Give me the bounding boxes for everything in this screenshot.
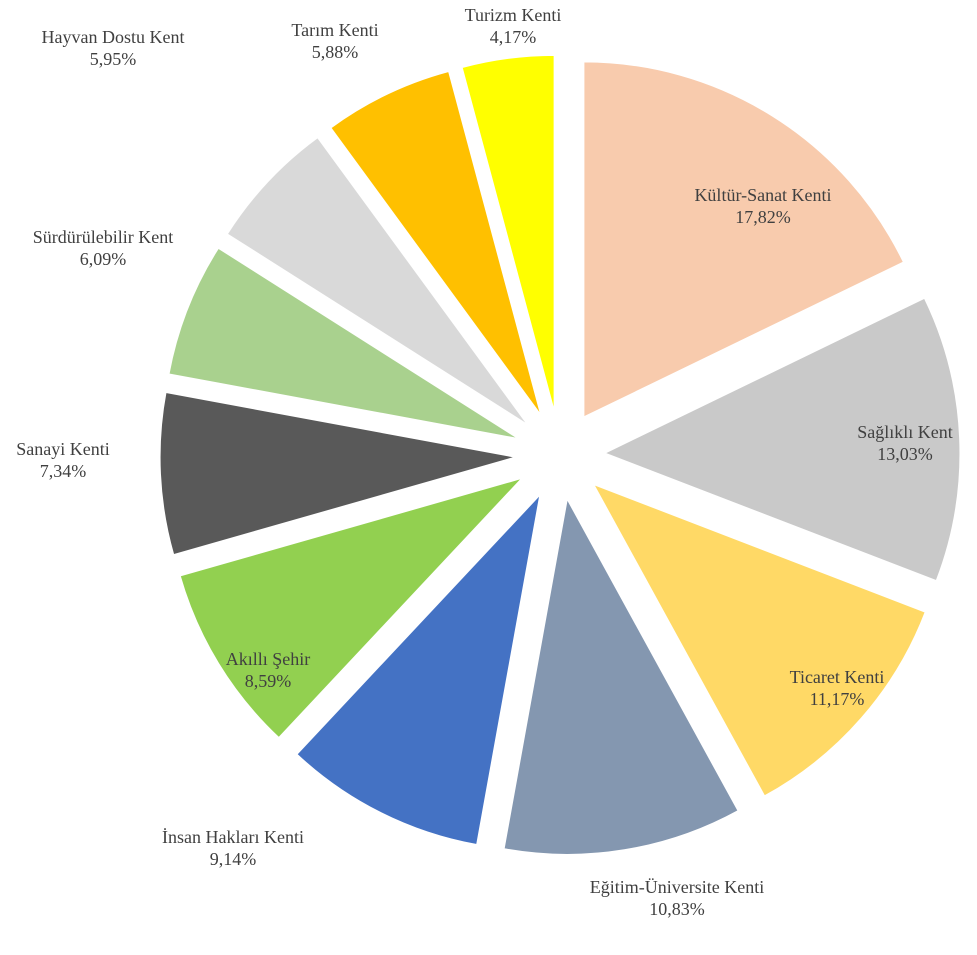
slice-label-value: 5,88%: [312, 42, 359, 62]
pie-slice: [592, 483, 926, 797]
pie-slice: [179, 477, 524, 739]
pie-slice: [330, 70, 542, 415]
slice-label-value: 7,34%: [40, 461, 87, 481]
slice-label-value: 11,17%: [810, 689, 865, 709]
slice-label-value: 8,59%: [245, 671, 292, 691]
slice-label-name: Ticaret Kenti: [790, 667, 885, 687]
slice-label-value: 4,17%: [490, 27, 537, 47]
slice-label-value: 9,14%: [210, 849, 257, 869]
slice-label-name: Sağlıklı Kent: [857, 422, 953, 442]
slice-label-value: 13,03%: [877, 444, 933, 464]
slice-label-value: 6,09%: [80, 249, 127, 269]
slice-label-value: 17,82%: [735, 207, 791, 227]
slice-label-name: Kültür-Sanat Kenti: [694, 185, 831, 205]
slice-label-name: Sanayi Kenti: [16, 439, 109, 459]
slice-label-name: Turizm Kenti: [465, 5, 562, 25]
slice-label-value: 5,95%: [90, 49, 137, 69]
slice-label-value: 10,83%: [649, 899, 705, 919]
pie-slice: [503, 497, 739, 855]
slice-label-name: İnsan Hakları Kenti: [162, 827, 304, 847]
pie-slice: [168, 247, 519, 440]
pie-slice: [461, 54, 555, 411]
slice-label-name: Tarım Kenti: [291, 20, 378, 40]
slice-label-name: Hayvan Dostu Kent: [42, 27, 185, 47]
pie-slice: [603, 297, 961, 582]
pie-slice: [159, 391, 516, 556]
slice-label-name: Eğitim-Üniversite Kenti: [590, 877, 764, 897]
pie-slice: [226, 136, 528, 425]
slice-label-name: Sürdürülebilir Kent: [33, 227, 173, 247]
slice-label-name: Akıllı Şehir: [226, 649, 311, 669]
pie-slice: [583, 61, 905, 418]
pie-slice: [296, 493, 541, 846]
